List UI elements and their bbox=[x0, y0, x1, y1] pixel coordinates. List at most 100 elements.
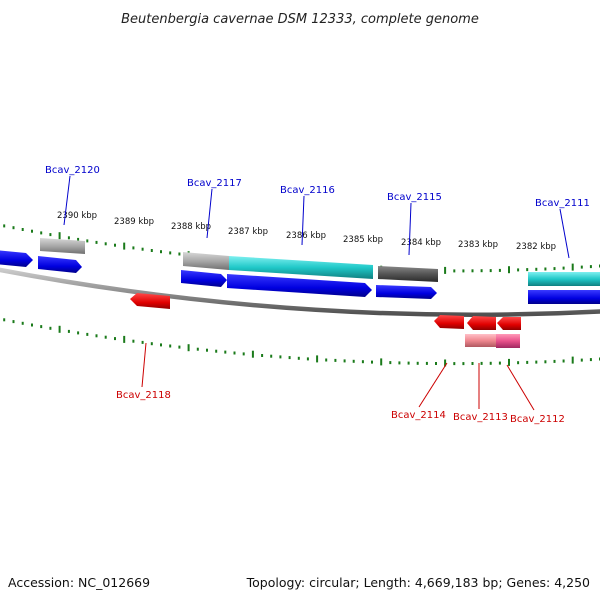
minor-tick bbox=[517, 268, 520, 272]
minor-tick bbox=[3, 224, 6, 228]
minor-tick bbox=[325, 358, 328, 362]
minor-tick bbox=[270, 354, 273, 358]
minor-tick bbox=[480, 269, 483, 273]
cds-arrow bbox=[497, 317, 521, 330]
forward-cds-row bbox=[0, 250, 600, 304]
major-tick bbox=[187, 344, 190, 352]
kbp-label: 2390 kbp bbox=[57, 211, 97, 221]
minor-tick bbox=[178, 345, 181, 349]
minor-tick bbox=[544, 267, 547, 271]
inner-tick-track bbox=[3, 318, 600, 367]
minor-tick bbox=[160, 343, 162, 347]
kbp-scale: 2390 kbp 2389 kbp 2388 kbp 2387 kbp 2386… bbox=[57, 211, 556, 252]
minor-tick bbox=[114, 243, 116, 247]
minor-tick bbox=[67, 236, 70, 240]
minor-tick bbox=[480, 361, 483, 365]
cds-arrow bbox=[181, 270, 227, 287]
cds-arrow bbox=[467, 316, 496, 330]
major-tick bbox=[316, 355, 319, 363]
minor-tick bbox=[562, 359, 565, 363]
minor-tick bbox=[453, 362, 456, 366]
minor-tick bbox=[288, 356, 291, 360]
accession-text: Accession: NC_012669 bbox=[8, 575, 150, 590]
minor-tick bbox=[361, 360, 364, 364]
minor-tick bbox=[589, 358, 592, 362]
minor-tick bbox=[233, 351, 236, 355]
minor-tick bbox=[435, 362, 437, 365]
minor-tick bbox=[453, 269, 456, 273]
kbp-label: 2388 kbp bbox=[171, 222, 211, 232]
minor-tick bbox=[580, 265, 583, 269]
gene-block bbox=[183, 252, 229, 270]
reverse-gene-labels: Bcav_2118 Bcav_2114 Bcav_2113 Bcav_2112 bbox=[116, 390, 565, 425]
forward-gene-labels: Bcav_2120 Bcav_2117 Bcav_2116 Bcav_2115 … bbox=[45, 165, 590, 209]
gene-block bbox=[40, 238, 85, 254]
gene-label-bcav-2113: Bcav_2113 bbox=[453, 412, 508, 423]
genome-backbone bbox=[0, 267, 600, 317]
kbp-label: 2386 kbp bbox=[286, 231, 326, 241]
forward-leader-lines bbox=[63, 175, 570, 259]
minor-tick bbox=[12, 226, 15, 230]
major-tick bbox=[508, 358, 510, 366]
cds-arrow bbox=[0, 250, 33, 267]
major-tick bbox=[571, 263, 574, 271]
minor-tick bbox=[471, 362, 474, 365]
minor-tick bbox=[425, 361, 428, 365]
minor-tick bbox=[40, 231, 43, 235]
minor-tick bbox=[67, 329, 70, 333]
gene-label-bcav-2112: Bcav_2112 bbox=[510, 414, 565, 425]
reverse-leader-lines bbox=[141, 342, 535, 411]
minor-tick bbox=[86, 239, 89, 243]
minor-tick bbox=[562, 266, 565, 270]
minor-tick bbox=[77, 331, 80, 335]
minor-tick bbox=[206, 348, 208, 352]
minor-tick bbox=[49, 233, 52, 237]
minor-tick bbox=[462, 269, 465, 273]
minor-tick bbox=[462, 362, 465, 366]
rna-block bbox=[528, 272, 600, 286]
minor-tick bbox=[132, 246, 135, 250]
minor-tick bbox=[306, 357, 309, 361]
minor-tick bbox=[104, 242, 107, 246]
minor-tick bbox=[371, 360, 373, 364]
minor-tick bbox=[526, 360, 529, 364]
major-tick bbox=[123, 335, 126, 343]
kbp-label: 2389 kbp bbox=[114, 217, 154, 227]
minor-tick bbox=[498, 268, 501, 272]
cds-arrow bbox=[376, 285, 437, 299]
cds-arrow bbox=[528, 290, 600, 304]
minor-tick bbox=[141, 247, 144, 251]
minor-tick bbox=[21, 228, 24, 231]
minor-tick bbox=[535, 267, 538, 271]
map-title: Beutenbergia cavernae DSM 12333, complet… bbox=[121, 12, 479, 27]
minor-tick bbox=[95, 240, 98, 244]
minor-tick bbox=[279, 355, 282, 359]
kbp-label: 2383 kbp bbox=[458, 240, 498, 250]
minor-tick bbox=[86, 332, 89, 336]
minor-tick bbox=[104, 335, 107, 339]
minor-tick bbox=[580, 358, 583, 362]
minor-tick bbox=[334, 358, 337, 362]
cds-arrow bbox=[130, 293, 170, 309]
major-tick bbox=[444, 266, 447, 274]
minor-tick bbox=[398, 361, 401, 365]
minor-tick bbox=[132, 339, 135, 343]
cds-arrow bbox=[227, 274, 372, 297]
major-tick bbox=[571, 356, 574, 364]
minor-tick bbox=[297, 356, 300, 360]
minor-tick bbox=[343, 359, 346, 363]
minor-tick bbox=[196, 347, 199, 351]
genome-summary-text: Topology: circular; Length: 4,669,183 bp… bbox=[246, 575, 590, 590]
kbp-label: 2384 kbp bbox=[401, 238, 441, 248]
minor-tick bbox=[489, 269, 492, 273]
minor-tick bbox=[150, 249, 153, 252]
minor-tick bbox=[407, 361, 410, 365]
minor-tick bbox=[31, 323, 33, 327]
minor-tick bbox=[215, 349, 218, 353]
gene-label-bcav-2118: Bcav_2118 bbox=[116, 390, 171, 401]
minor-tick bbox=[553, 359, 556, 363]
rna-block bbox=[229, 256, 373, 279]
major-tick bbox=[380, 358, 383, 366]
minor-tick bbox=[178, 252, 181, 256]
gene-label-bcav-2115: Bcav_2115 bbox=[387, 192, 442, 203]
